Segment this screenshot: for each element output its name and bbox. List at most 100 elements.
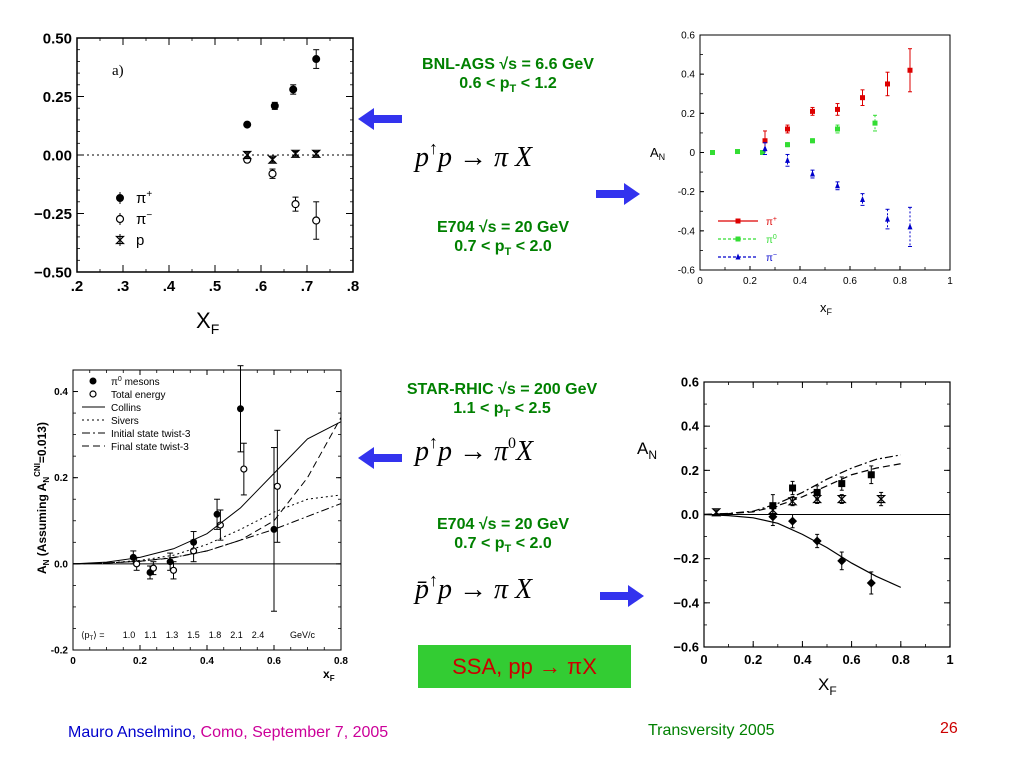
curve-dotted bbox=[72, 494, 342, 565]
chart-c-ticks: 0 0.2 0.4 0.6 0.8 0.4 0.2 0.0 -0.2 bbox=[51, 369, 348, 667]
curve-solid bbox=[703, 513, 902, 588]
data-point-π− bbox=[907, 223, 913, 230]
chart-d-marks bbox=[703, 454, 950, 595]
x-tick-label: .4 bbox=[163, 278, 176, 295]
data-point-filled-diamond bbox=[837, 556, 847, 566]
x-tick-label: 0.4 bbox=[793, 276, 807, 287]
y-tick-label: -0.2 bbox=[678, 187, 696, 198]
chart-c: 0 0.2 0.4 0.6 0.8 0.4 0.2 0.0 -0.2 π0 mesons Tota… bbox=[33, 365, 348, 682]
y-tick-label: 0.4 bbox=[54, 387, 68, 398]
pt-value: 1.5 bbox=[187, 630, 200, 640]
x-tick-label: 0.6 bbox=[267, 656, 281, 667]
y-tick-label: -0.4 bbox=[678, 226, 696, 237]
data-point-open-circle bbox=[273, 482, 281, 490]
x-tick-label: 0 bbox=[700, 652, 707, 667]
x-tick-label: .3 bbox=[117, 278, 130, 295]
chart-a-marks bbox=[77, 49, 353, 240]
chart-d-ticks: 0 0.2 0.4 0.6 0.8 1 0.6 0.4 0.2 0.0 −0.2 −0.4 −0.6 bbox=[673, 375, 953, 667]
x-tick-label: 1 bbox=[947, 276, 953, 287]
y-tick-label: −0.6 bbox=[673, 640, 699, 655]
legend-label: Initial state twist-3 bbox=[111, 429, 191, 440]
data-point-filled-diamond bbox=[866, 578, 876, 588]
footer-place-date: Como, September 7, 2005 bbox=[200, 724, 389, 741]
data-point-π0 bbox=[872, 120, 878, 126]
data-point-filled-square bbox=[867, 471, 875, 479]
legend-marker bbox=[115, 235, 125, 245]
e704-top-label: E704 √s = 20 GeV 0.7 < pT < 2.0 bbox=[380, 218, 626, 262]
legend-label: π0 mesons bbox=[111, 376, 160, 388]
chart-b-ticks: 0 0.2 0.4 0.6 0.8 1 0.6 0.4 0.2 0 -0.2 -0.4 -0.6 bbox=[678, 31, 953, 288]
data-point-filled-square bbox=[813, 488, 821, 496]
pt-unit: GeV/c bbox=[290, 630, 316, 640]
data-point-π− bbox=[885, 215, 890, 222]
footer-page-number: 26 bbox=[940, 720, 958, 737]
data-point-open-circle bbox=[240, 465, 248, 473]
data-point-π0 bbox=[810, 138, 815, 144]
legend-label: Total energy bbox=[111, 390, 165, 401]
pt-value: 1.1 bbox=[144, 630, 157, 640]
data-point-π0 bbox=[785, 142, 790, 148]
x-tick-label: 0.2 bbox=[744, 652, 762, 667]
curve-dashed bbox=[72, 417, 342, 565]
chart-b-ylabel: AN bbox=[650, 145, 665, 162]
chart-c-legend: π0 mesons Total energy Collins Sivers Initia… bbox=[82, 376, 191, 453]
x-tick-label: 0.8 bbox=[892, 652, 910, 667]
data-point-filled-circle bbox=[237, 405, 244, 413]
data-point-open-circle bbox=[169, 566, 178, 574]
chart-a-xlabel: XF bbox=[196, 308, 219, 337]
y-tick-label: −0.4 bbox=[673, 595, 699, 610]
chart-c-pt-row: ⟨pT⟩ = 1.0 1.1 1.3 1.5 1.8 2.1 2.4 GeV/c bbox=[81, 630, 316, 642]
e704-top-line2: 0.7 < pT < 2.0 bbox=[454, 238, 552, 259]
data-point-hourglass bbox=[311, 149, 322, 158]
pt-value: 1.0 bbox=[123, 630, 136, 640]
y-tick-label: −0.50 bbox=[34, 264, 72, 281]
data-point-filled-circle bbox=[289, 85, 298, 94]
data-point-π+ bbox=[762, 138, 768, 144]
bnl-ags-line2: 0.6 < pT < 1.2 bbox=[459, 75, 557, 96]
chart-c-marks bbox=[72, 365, 342, 612]
data-point-π0 bbox=[760, 150, 765, 155]
chart-c-xlabel: xF bbox=[323, 667, 335, 682]
chart-c-ylabel: AN (Assuming ANCNI=0.013) bbox=[33, 422, 51, 574]
data-point-π− bbox=[860, 196, 865, 202]
legend-marker bbox=[115, 214, 125, 224]
data-point-filled-circle bbox=[213, 510, 221, 518]
x-tick-label: 0 bbox=[70, 656, 76, 667]
y-tick-label: -0.2 bbox=[51, 646, 69, 657]
data-point-π0 bbox=[735, 149, 740, 155]
legend-label: p bbox=[136, 232, 144, 249]
data-point-hourglass bbox=[267, 155, 278, 164]
chart-d: 0 0.2 0.4 0.6 0.8 1 0.6 0.4 0.2 0.0 −0.2 −0.4 −0.6 A… bbox=[637, 375, 954, 698]
x-tick-label: 0.6 bbox=[843, 652, 861, 667]
right-arrow-icon-2 bbox=[600, 585, 644, 607]
data-point-open-circle bbox=[291, 200, 300, 209]
chart-a: .2.3.4.5.6.7.80.500.250.00−0.25−0.50 a) … bbox=[34, 30, 360, 337]
x-tick-label: 0.4 bbox=[200, 656, 214, 667]
data-point-open-circle bbox=[312, 216, 321, 225]
e704-bottom-label: E704 √s = 20 GeV 0.7 < pT < 2.0 bbox=[380, 515, 626, 559]
y-tick-label: 0.2 bbox=[681, 109, 695, 120]
y-tick-label: 0 bbox=[689, 148, 695, 159]
chart-b-marks bbox=[710, 48, 913, 247]
data-point-filled-circle bbox=[312, 55, 321, 64]
data-point-open-circle bbox=[133, 560, 141, 568]
footer-conference: Transversity 2005 bbox=[648, 722, 775, 739]
chart-d-xlabel: XF bbox=[818, 675, 837, 698]
x-tick-label: 0.2 bbox=[743, 276, 757, 287]
x-tick-label: 0 bbox=[697, 276, 703, 287]
data-point-filled-square bbox=[789, 484, 797, 492]
data-point-π− bbox=[762, 145, 768, 152]
data-point-filled-circle bbox=[243, 120, 252, 129]
reaction-pbarp-pi-x: p̄↑p → π X bbox=[415, 570, 533, 605]
data-point-hourglass bbox=[787, 497, 798, 506]
star-rhic-line2: 1.1 < pT < 2.5 bbox=[453, 400, 551, 421]
x-tick-label: .7 bbox=[301, 278, 314, 295]
pt-value: 2.4 bbox=[252, 630, 265, 640]
data-point-filled-square bbox=[838, 480, 846, 488]
pt-value: 1.3 bbox=[166, 630, 179, 640]
x-tick-label: .8 bbox=[347, 278, 360, 295]
pt-value: 1.8 bbox=[209, 630, 222, 640]
data-point-π+ bbox=[860, 95, 865, 101]
x-tick-label: 0.6 bbox=[843, 276, 857, 287]
pt-row-label: ⟨pT⟩ = bbox=[81, 630, 104, 642]
